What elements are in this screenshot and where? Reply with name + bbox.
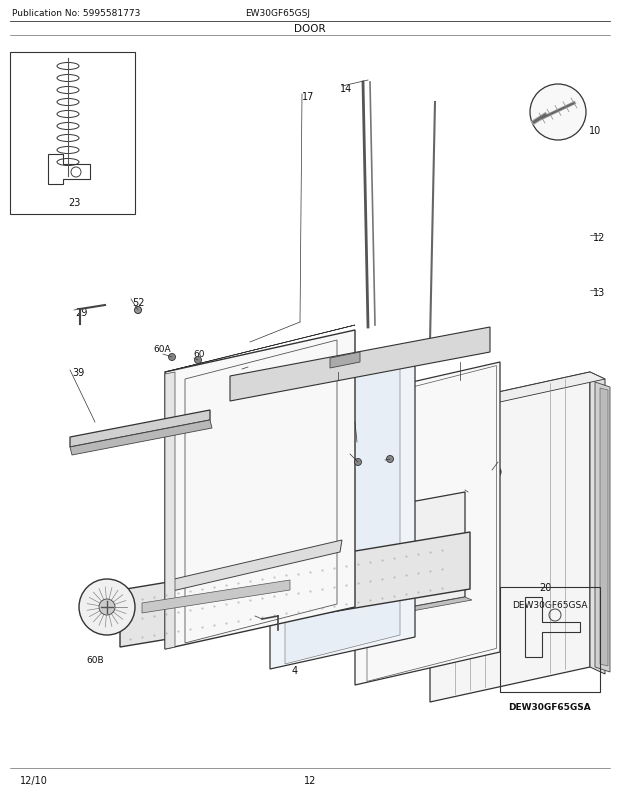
Circle shape — [530, 85, 586, 141]
Polygon shape — [165, 373, 175, 649]
Polygon shape — [70, 420, 212, 456]
Text: 29: 29 — [75, 308, 87, 318]
Text: 8: 8 — [360, 439, 366, 449]
Polygon shape — [285, 363, 400, 664]
Polygon shape — [120, 533, 470, 647]
Text: 20: 20 — [539, 582, 551, 592]
Text: 12: 12 — [304, 775, 316, 785]
Text: 6: 6 — [462, 378, 468, 387]
Circle shape — [355, 459, 361, 466]
Text: DOOR: DOOR — [294, 24, 326, 34]
Text: DEW30GF65GSA: DEW30GF65GSA — [508, 703, 591, 711]
Text: 4: 4 — [292, 665, 298, 675]
Text: 9: 9 — [495, 468, 501, 477]
Polygon shape — [270, 353, 415, 669]
Circle shape — [386, 456, 394, 463]
Polygon shape — [595, 383, 610, 672]
Text: Publication No: 5995581773: Publication No: 5995581773 — [12, 10, 140, 18]
Text: DEW30GF65GSA: DEW30GF65GSA — [512, 601, 588, 610]
Text: 10: 10 — [589, 126, 601, 136]
Text: 23: 23 — [68, 198, 81, 208]
Text: 60A: 60A — [153, 345, 170, 354]
Text: 29: 29 — [255, 612, 267, 622]
Text: 40: 40 — [248, 367, 260, 378]
Text: 12/10: 12/10 — [20, 775, 48, 785]
Polygon shape — [600, 388, 608, 666]
Polygon shape — [330, 353, 360, 369]
Polygon shape — [165, 330, 355, 649]
Polygon shape — [430, 373, 605, 415]
Text: 12: 12 — [593, 233, 605, 243]
Polygon shape — [165, 326, 355, 373]
Circle shape — [79, 579, 135, 635]
Polygon shape — [355, 363, 500, 685]
Text: 60A: 60A — [338, 441, 356, 450]
Polygon shape — [285, 492, 465, 630]
Text: 60: 60 — [387, 448, 399, 457]
Circle shape — [169, 354, 175, 361]
Text: 40: 40 — [465, 622, 477, 632]
Text: EW30GF65GSJ: EW30GF65GSJ — [245, 10, 310, 18]
Circle shape — [99, 599, 115, 615]
Polygon shape — [285, 597, 472, 634]
Polygon shape — [142, 581, 290, 614]
Text: 16: 16 — [468, 488, 481, 497]
Polygon shape — [590, 373, 605, 674]
Text: 13: 13 — [593, 288, 605, 298]
Bar — [10, 53, 135, 215]
Text: 17: 17 — [302, 92, 314, 102]
Polygon shape — [70, 411, 210, 448]
Polygon shape — [168, 541, 342, 592]
Text: 60B: 60B — [86, 656, 104, 665]
Circle shape — [195, 357, 202, 364]
Text: eReplacementParts.com: eReplacementParts.com — [209, 376, 361, 389]
Polygon shape — [430, 373, 590, 702]
Text: 14: 14 — [340, 84, 352, 94]
Text: 52: 52 — [132, 298, 144, 308]
Text: 7: 7 — [338, 378, 344, 387]
Circle shape — [135, 307, 141, 314]
Text: 60: 60 — [193, 350, 205, 359]
Bar — [500, 587, 600, 692]
Polygon shape — [230, 327, 490, 402]
Text: 39: 39 — [72, 367, 84, 378]
